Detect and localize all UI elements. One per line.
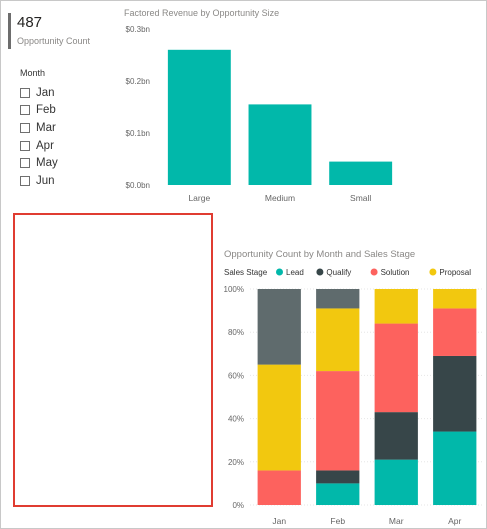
bar-segment-feb-solution[interactable] — [316, 371, 360, 471]
slicer-item-label: Jun — [36, 174, 55, 187]
chart-title: Factored Revenue by Opportunity Size — [124, 8, 279, 18]
x-tick-label: Feb — [330, 516, 345, 526]
checkbox[interactable] — [20, 140, 30, 151]
chart-legend: Sales StageLeadQualifySolutionProposalFi… — [224, 268, 471, 277]
slicer-item-apr[interactable]: Apr — [20, 137, 115, 155]
legend-label: Lead — [286, 268, 304, 277]
legend-marker — [316, 268, 324, 276]
bar-segment-jan-finalize[interactable] — [257, 289, 301, 365]
bar-segment-feb-qualify[interactable] — [316, 470, 360, 484]
bar-segment-apr-lead[interactable] — [433, 431, 477, 505]
checkbox[interactable] — [20, 87, 30, 98]
bar-segment-apr-proposal[interactable] — [433, 289, 477, 309]
opportunity-count-card[interactable]: 487 Opportunity Count — [8, 13, 114, 49]
x-tick-label: Medium — [265, 193, 295, 203]
bar-segment-jan-solution[interactable] — [257, 470, 301, 505]
x-tick-label: Mar — [389, 516, 404, 526]
slicer-item-label: Jan — [36, 86, 55, 99]
bar-large[interactable] — [167, 49, 231, 185]
opportunity-count-stacked-chart[interactable]: Opportunity Count by Month and Sales Sta… — [216, 241, 484, 528]
x-tick-label: Jan — [272, 516, 286, 526]
y-tick-label: $0.0bn — [126, 181, 150, 190]
y-tick-label: 20% — [228, 458, 244, 467]
y-tick-label: 40% — [228, 415, 244, 424]
factored-revenue-bar-chart[interactable]: Factored Revenue by Opportunity Size $0.0… — [111, 1, 401, 213]
y-tick-label: 100% — [224, 285, 244, 294]
legend-item-solution[interactable]: Solution — [370, 268, 410, 277]
slicer-item-label: Apr — [36, 139, 54, 152]
legend-marker — [276, 268, 283, 276]
slicer-item-feb[interactable]: Feb — [20, 102, 115, 120]
slicer-item-may[interactable]: May — [20, 154, 115, 172]
legend-marker — [370, 268, 378, 276]
checkbox[interactable] — [20, 105, 30, 116]
slicer-title: Month — [20, 68, 46, 78]
slicer-item-label: Feb — [36, 104, 56, 117]
selected-empty-visual[interactable] — [13, 213, 213, 507]
chart-title: Opportunity Count by Month and Sales Sta… — [224, 249, 415, 260]
x-tick-label: Small — [350, 193, 371, 203]
bar-segment-mar-qualify[interactable] — [374, 412, 418, 460]
bar-small[interactable] — [329, 161, 393, 185]
x-tick-label: Apr — [448, 516, 461, 526]
bar-segment-apr-qualify[interactable] — [433, 355, 477, 432]
legend-item-qualify[interactable]: Qualify — [316, 268, 351, 277]
slicer-item-label: May — [36, 157, 58, 170]
card-value: 487 — [17, 14, 43, 31]
slicer-item-jun[interactable]: Jun — [20, 172, 115, 190]
bar-segment-feb-proposal[interactable] — [316, 308, 360, 372]
legend-marker — [429, 268, 437, 276]
slicer-item-mar[interactable]: Mar — [20, 119, 115, 137]
legend-label: Qualify — [326, 268, 351, 277]
month-slicer: Month Jan Feb Mar Apr May Jun — [20, 68, 115, 190]
bar-segment-mar-solution[interactable] — [374, 323, 418, 413]
card-label: Opportunity Count — [17, 36, 91, 46]
legend-label: Solution — [381, 268, 410, 277]
legend-title: Sales Stage — [224, 268, 268, 277]
checkbox[interactable] — [20, 122, 30, 133]
y-tick-label: $0.3bn — [126, 25, 150, 34]
checkbox[interactable] — [20, 175, 30, 186]
bar-segment-apr-solution[interactable] — [433, 308, 477, 356]
slicer-item-label: Mar — [36, 121, 56, 134]
bar-segment-jan-proposal[interactable] — [257, 364, 301, 471]
bar-segment-feb-finalize[interactable] — [316, 289, 360, 309]
bar-segment-mar-proposal[interactable] — [374, 289, 418, 324]
y-tick-label: $0.2bn — [126, 77, 150, 86]
legend-item-lead[interactable]: Lead — [276, 268, 304, 277]
checkbox[interactable] — [20, 158, 30, 169]
bar-medium[interactable] — [248, 104, 312, 185]
y-tick-label: $0.1bn — [126, 129, 150, 138]
y-tick-label: 80% — [228, 328, 244, 337]
bar-segment-mar-lead[interactable] — [374, 459, 418, 505]
bar-segment-feb-lead[interactable] — [316, 483, 360, 505]
slicer-item-jan[interactable]: Jan — [20, 84, 115, 102]
x-tick-label: Large — [188, 193, 210, 203]
y-tick-label: 60% — [228, 371, 244, 380]
legend-item-proposal[interactable]: Proposal — [429, 268, 471, 277]
y-tick-label: 0% — [232, 501, 244, 510]
legend-label: Proposal — [439, 268, 471, 277]
